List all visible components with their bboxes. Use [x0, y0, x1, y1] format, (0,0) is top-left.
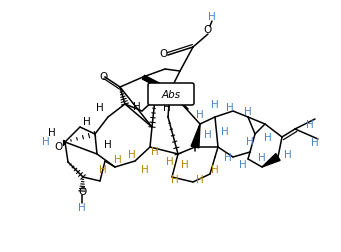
Text: O: O [54, 141, 62, 151]
Text: H: H [239, 159, 247, 169]
Text: H: H [48, 128, 56, 137]
Text: H: H [141, 164, 149, 174]
Text: H: H [133, 102, 141, 112]
Text: H: H [104, 139, 112, 149]
Text: O: O [204, 25, 212, 35]
Text: O: O [78, 186, 86, 196]
Polygon shape [191, 124, 200, 148]
Text: H: H [221, 127, 229, 137]
Text: H: H [226, 103, 234, 113]
Text: H: H [171, 174, 179, 184]
Text: O: O [160, 49, 168, 59]
Text: H: H [83, 116, 91, 127]
Text: H: H [128, 149, 136, 159]
Text: H: H [264, 133, 272, 142]
Text: H: H [258, 152, 266, 162]
Text: H: H [181, 159, 189, 169]
Text: H: H [211, 100, 219, 110]
Text: H: H [224, 152, 232, 162]
Text: H: H [78, 202, 86, 212]
Text: H: H [211, 164, 219, 174]
Text: H: H [163, 103, 171, 113]
Text: H: H [42, 137, 50, 146]
Text: H: H [306, 119, 314, 130]
Text: Abs: Abs [161, 90, 181, 100]
Text: H: H [151, 146, 159, 156]
Text: H: H [96, 103, 104, 113]
Text: O: O [99, 72, 107, 82]
Text: H: H [166, 156, 174, 166]
Text: H: H [151, 83, 159, 93]
Text: H: H [114, 154, 122, 164]
Text: H: H [196, 174, 204, 184]
Text: H: H [311, 137, 319, 147]
FancyBboxPatch shape [148, 84, 194, 106]
Text: H: H [99, 164, 107, 174]
Polygon shape [262, 154, 280, 167]
Text: H: H [196, 110, 204, 119]
Text: H: H [208, 12, 216, 22]
Text: H: H [246, 137, 254, 146]
Text: H: H [244, 107, 252, 116]
Text: H: H [284, 149, 292, 159]
Text: H: H [204, 130, 212, 139]
